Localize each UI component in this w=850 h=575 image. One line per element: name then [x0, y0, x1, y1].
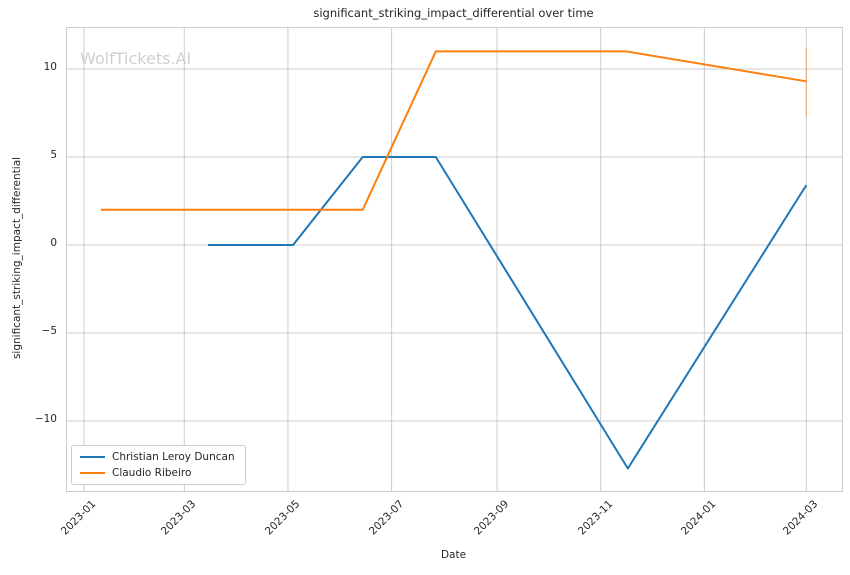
legend-label: Christian Leroy Duncan [112, 451, 235, 463]
x-tick-label: 2023-11 [575, 498, 616, 538]
watermark: WolfTickets.AI [80, 49, 192, 68]
y-tick-label: −5 [41, 324, 57, 337]
x-tick-label: 2024-03 [781, 498, 821, 538]
x-axis-label: Date [440, 549, 467, 561]
x-tick-label: 2023-03 [159, 498, 199, 538]
legend-item: Claudio Ribeiro [80, 467, 235, 479]
legend: Christian Leroy Duncan Claudio Ribeiro [71, 445, 246, 485]
plot-canvas [67, 28, 842, 491]
series-line-1 [100, 50, 807, 211]
x-tick-label: 2023-05 [262, 498, 303, 538]
y-tick-label: −10 [34, 412, 57, 425]
legend-line-swatch-orange [80, 472, 105, 474]
y-tick-label: 5 [50, 148, 57, 161]
x-tick-label: 2023-09 [471, 498, 512, 538]
x-tick-label: 2023-07 [366, 498, 407, 538]
legend-line-swatch-blue [80, 456, 105, 458]
series-line-0 [208, 155, 808, 470]
legend-item: Christian Leroy Duncan [80, 451, 235, 463]
chart-title: significant_striking_impact_differential… [313, 6, 594, 20]
x-tick-label: 2023-01 [58, 498, 99, 538]
y-tick-label: 10 [43, 61, 57, 73]
plot-area: WolfTickets.AI Christian Leroy Duncan Cl… [66, 27, 843, 492]
x-tick-label: 2024-01 [679, 498, 719, 538]
y-tick-label: 0 [50, 236, 57, 249]
legend-label: Claudio Ribeiro [112, 467, 192, 479]
